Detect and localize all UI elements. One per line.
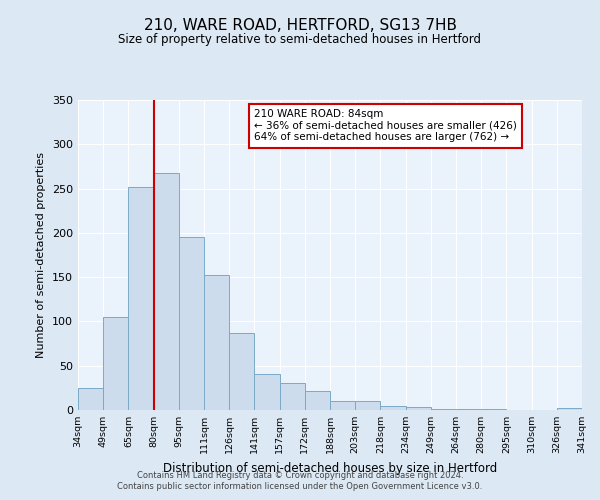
Bar — [305, 392, 330, 410]
Bar — [481, 409, 506, 410]
Bar — [280, 384, 305, 410]
Text: Size of property relative to semi-detached houses in Hertford: Size of property relative to semi-detach… — [119, 32, 482, 46]
Bar — [103, 317, 128, 410]
Bar — [330, 401, 355, 410]
Text: 210, WARE ROAD, HERTFORD, SG13 7HB: 210, WARE ROAD, HERTFORD, SG13 7HB — [143, 18, 457, 32]
Bar — [229, 333, 254, 410]
Bar — [557, 408, 582, 410]
Bar — [154, 172, 179, 410]
Bar — [254, 374, 280, 410]
Bar — [431, 409, 456, 410]
Y-axis label: Number of semi-detached properties: Number of semi-detached properties — [37, 152, 46, 358]
X-axis label: Distribution of semi-detached houses by size in Hertford: Distribution of semi-detached houses by … — [163, 462, 497, 474]
Text: Contains public sector information licensed under the Open Government Licence v3: Contains public sector information licen… — [118, 482, 482, 491]
Text: Contains HM Land Registry data © Crown copyright and database right 2024.: Contains HM Land Registry data © Crown c… — [137, 470, 463, 480]
Bar — [128, 187, 154, 410]
Bar — [380, 406, 406, 410]
Bar — [179, 238, 204, 410]
Bar — [456, 409, 481, 410]
Bar — [355, 401, 380, 410]
Bar — [204, 276, 229, 410]
Bar — [78, 388, 103, 410]
Text: 210 WARE ROAD: 84sqm
← 36% of semi-detached houses are smaller (426)
64% of semi: 210 WARE ROAD: 84sqm ← 36% of semi-detac… — [254, 110, 517, 142]
Bar — [406, 408, 431, 410]
